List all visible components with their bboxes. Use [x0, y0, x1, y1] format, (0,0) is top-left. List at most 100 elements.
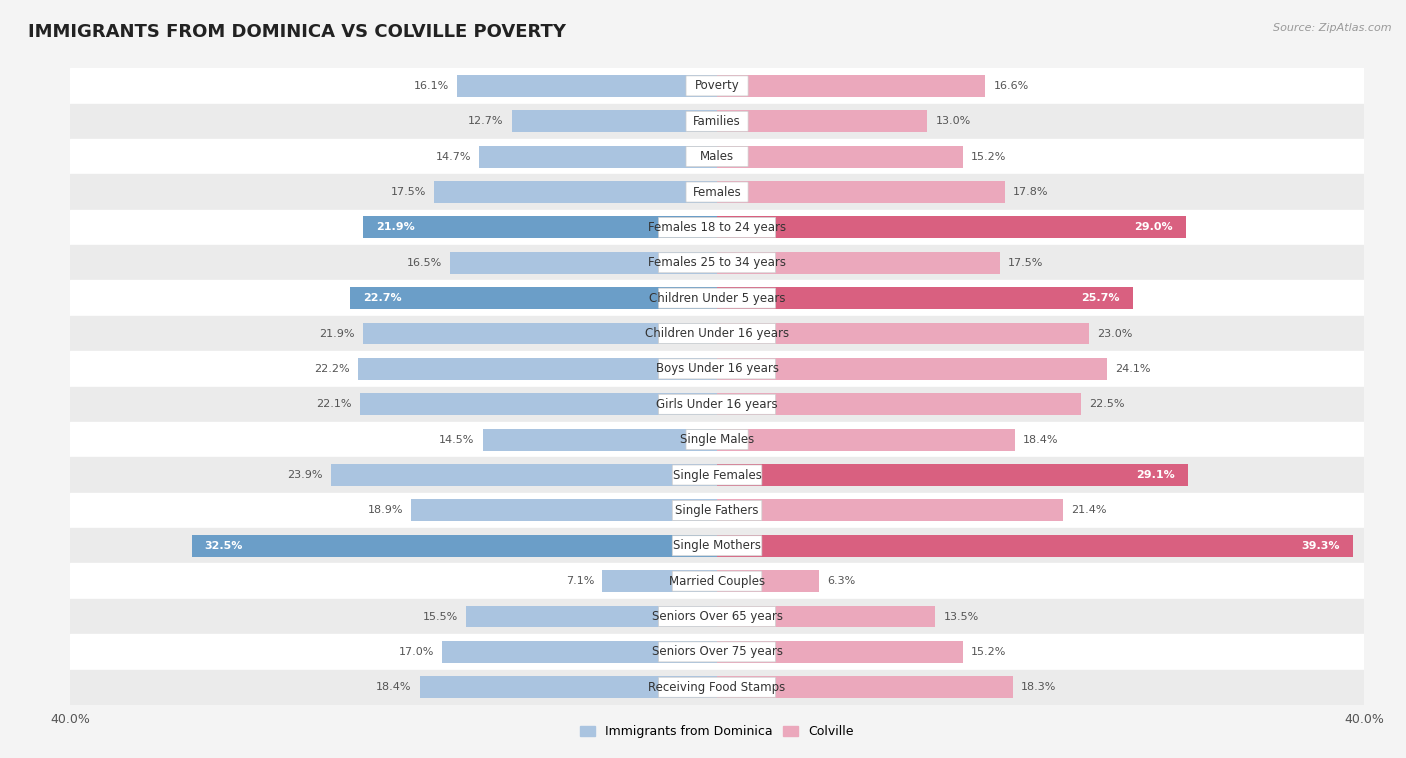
Bar	[482, 429, 717, 450]
Bar	[70, 493, 1364, 528]
FancyBboxPatch shape	[658, 218, 776, 237]
Bar	[717, 570, 818, 592]
Text: Families: Families	[693, 114, 741, 128]
Text: 23.0%: 23.0%	[1097, 328, 1132, 339]
Bar	[441, 641, 717, 662]
FancyBboxPatch shape	[686, 430, 748, 449]
Bar	[717, 606, 935, 628]
FancyBboxPatch shape	[672, 571, 762, 591]
Text: 12.7%: 12.7%	[468, 116, 503, 127]
Text: Single Fathers: Single Fathers	[675, 504, 759, 517]
Text: 39.3%: 39.3%	[1301, 540, 1340, 551]
FancyBboxPatch shape	[658, 288, 776, 309]
Text: 22.7%: 22.7%	[363, 293, 402, 303]
Text: 25.7%: 25.7%	[1081, 293, 1119, 303]
Text: Females: Females	[693, 186, 741, 199]
Bar	[350, 287, 717, 309]
FancyBboxPatch shape	[686, 146, 748, 167]
Bar	[70, 422, 1364, 457]
Text: 14.5%: 14.5%	[439, 434, 475, 445]
Text: 16.5%: 16.5%	[406, 258, 441, 268]
Text: 13.5%: 13.5%	[943, 612, 979, 622]
Text: Seniors Over 75 years: Seniors Over 75 years	[651, 645, 783, 659]
Text: 22.5%: 22.5%	[1088, 399, 1125, 409]
FancyBboxPatch shape	[658, 642, 776, 662]
Bar	[330, 464, 717, 486]
Bar	[70, 210, 1364, 245]
Bar	[70, 528, 1364, 563]
Text: 13.0%: 13.0%	[935, 116, 970, 127]
Text: 16.6%: 16.6%	[994, 81, 1029, 91]
FancyBboxPatch shape	[658, 359, 776, 379]
Bar	[419, 676, 717, 698]
Bar	[70, 457, 1364, 493]
FancyBboxPatch shape	[658, 394, 776, 415]
FancyBboxPatch shape	[686, 182, 748, 202]
Bar	[363, 323, 717, 344]
Bar	[70, 68, 1364, 104]
Bar	[717, 111, 928, 132]
Bar	[70, 387, 1364, 422]
Text: Poverty: Poverty	[695, 80, 740, 92]
Bar	[717, 252, 1000, 274]
Text: Girls Under 16 years: Girls Under 16 years	[657, 398, 778, 411]
Bar	[717, 146, 963, 168]
Bar	[717, 393, 1081, 415]
Text: 17.5%: 17.5%	[1008, 258, 1043, 268]
Bar	[717, 358, 1107, 380]
Bar	[191, 535, 717, 556]
Bar	[467, 606, 717, 628]
Bar	[479, 146, 717, 168]
Text: Seniors Over 65 years: Seniors Over 65 years	[651, 610, 783, 623]
Text: Single Females: Single Females	[672, 468, 762, 481]
FancyBboxPatch shape	[672, 536, 762, 556]
Text: 7.1%: 7.1%	[565, 576, 595, 586]
Text: 18.4%: 18.4%	[375, 682, 412, 692]
Text: 17.0%: 17.0%	[399, 647, 434, 657]
Bar	[450, 252, 717, 274]
Bar	[717, 217, 1187, 238]
Text: 22.2%: 22.2%	[315, 364, 350, 374]
Text: Children Under 16 years: Children Under 16 years	[645, 327, 789, 340]
Bar	[717, 429, 1015, 450]
Text: Married Couples: Married Couples	[669, 575, 765, 587]
Text: Boys Under 16 years: Boys Under 16 years	[655, 362, 779, 375]
Text: Source: ZipAtlas.com: Source: ZipAtlas.com	[1274, 23, 1392, 33]
Text: Females 18 to 24 years: Females 18 to 24 years	[648, 221, 786, 234]
Text: 24.1%: 24.1%	[1115, 364, 1150, 374]
Text: 23.9%: 23.9%	[287, 470, 322, 480]
Bar	[70, 351, 1364, 387]
Bar	[717, 500, 1063, 522]
Text: Males: Males	[700, 150, 734, 163]
Text: Single Mothers: Single Mothers	[673, 539, 761, 553]
Bar	[457, 75, 717, 97]
Bar	[717, 464, 1188, 486]
Bar	[70, 669, 1364, 705]
FancyBboxPatch shape	[658, 606, 776, 627]
FancyBboxPatch shape	[672, 500, 762, 521]
Text: 15.5%: 15.5%	[423, 612, 458, 622]
Bar	[70, 316, 1364, 351]
Text: 21.9%: 21.9%	[375, 222, 415, 233]
Bar	[70, 634, 1364, 669]
FancyBboxPatch shape	[658, 677, 776, 697]
Bar	[717, 75, 986, 97]
Legend: Immigrants from Dominica, Colville: Immigrants from Dominica, Colville	[575, 720, 859, 744]
FancyBboxPatch shape	[686, 111, 748, 131]
Bar	[717, 181, 1005, 203]
Text: 32.5%: 32.5%	[204, 540, 243, 551]
Text: 14.7%: 14.7%	[436, 152, 471, 161]
Bar	[70, 104, 1364, 139]
Bar	[412, 500, 717, 522]
Bar	[70, 599, 1364, 634]
Bar	[70, 563, 1364, 599]
Text: 16.1%: 16.1%	[413, 81, 449, 91]
Bar	[70, 245, 1364, 280]
Bar	[717, 323, 1088, 344]
Text: 17.5%: 17.5%	[391, 187, 426, 197]
Text: 29.0%: 29.0%	[1135, 222, 1173, 233]
Text: 21.9%: 21.9%	[319, 328, 354, 339]
Bar	[717, 287, 1133, 309]
Text: 21.4%: 21.4%	[1071, 506, 1107, 515]
Bar	[717, 676, 1012, 698]
